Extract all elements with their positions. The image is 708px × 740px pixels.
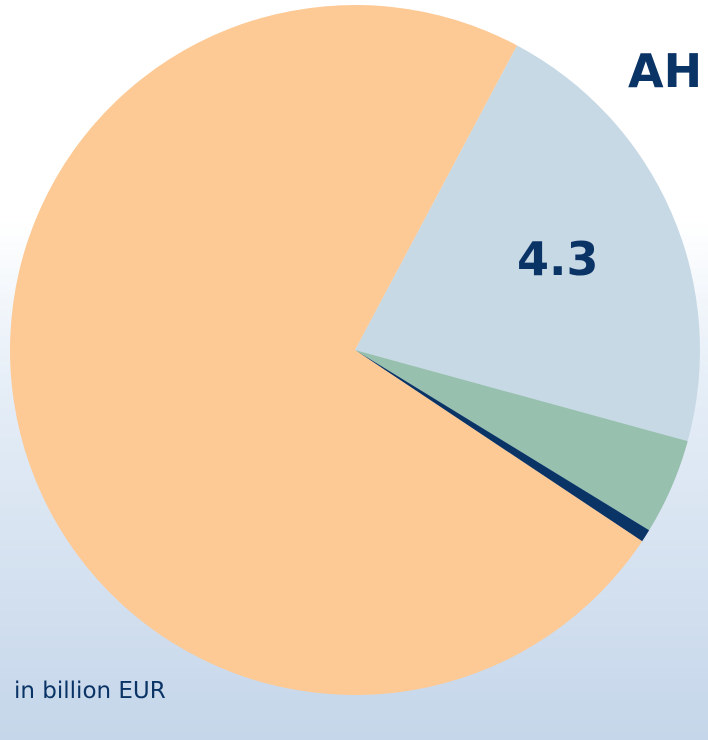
- pie-slice-2: [355, 350, 650, 542]
- pie-slice-labels: 4.3: [517, 232, 599, 286]
- pie-slice-0: [355, 45, 701, 442]
- pie-slices: [10, 5, 701, 695]
- unit-note: in billion EUR: [14, 678, 166, 704]
- chart-title: AH: [628, 44, 702, 98]
- pie-slice-3: [10, 5, 643, 695]
- pie-slice-1: [355, 350, 688, 531]
- pie-slice-label-0: 4.3: [517, 232, 599, 286]
